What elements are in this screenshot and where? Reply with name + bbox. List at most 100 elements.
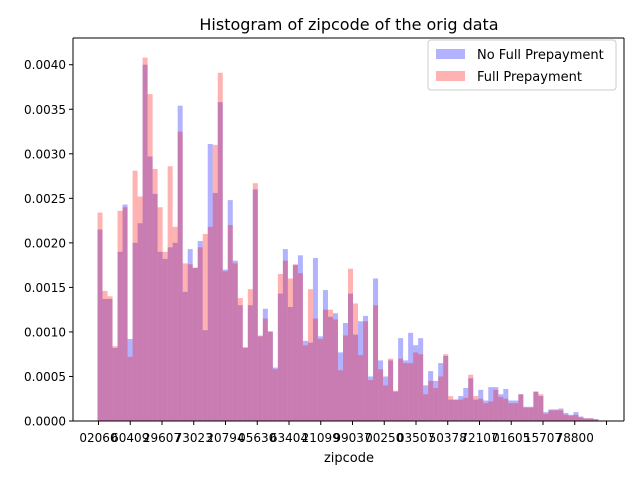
- bar-series-1-bin-79: [493, 389, 499, 421]
- bar-series-0-bin-93: [563, 412, 569, 421]
- bar-series-1-bin-84: [518, 394, 524, 421]
- bar-series-1-bin-61: [403, 363, 409, 421]
- bar-series-1-bin-62: [408, 363, 414, 421]
- bar-series-1-bin-42: [307, 289, 313, 421]
- bar-series-0-bin-37: [282, 249, 288, 421]
- legend-swatch-no-full-prepayment: [436, 49, 465, 59]
- bar-series-1-bin-30: [247, 289, 253, 421]
- bar-series-0-bin-60: [398, 338, 404, 421]
- bar-series-0-bin-59: [393, 391, 399, 421]
- bar-series-1-bin-51: [353, 303, 359, 421]
- bar-series-0-bin-28: [237, 305, 243, 421]
- bar-series-1-bin-59: [393, 390, 399, 421]
- bar-series-0-bin-72: [458, 396, 464, 421]
- bar-series-1-bin-95: [573, 414, 579, 421]
- bar-series-1-bin-7: [132, 170, 138, 421]
- bar-series-1-bin-12: [157, 207, 163, 421]
- bar-series-0-bin-5: [122, 204, 128, 421]
- bar-series-0-bin-88: [538, 396, 544, 421]
- bar-series-1-bin-14: [167, 166, 173, 421]
- bar-series-1-bin-0: [97, 212, 103, 421]
- bar-series-1-bin-33: [262, 318, 268, 421]
- bar-series-1-bin-16: [177, 131, 183, 421]
- bar-series-0-bin-82: [508, 400, 514, 421]
- bar-series-1-bin-64: [418, 354, 424, 421]
- x-tick-label-13: 01605: [492, 431, 530, 445]
- bar-series-1-bin-73: [463, 397, 469, 421]
- bar-series-1-bin-28: [237, 298, 243, 421]
- bar-series-0-bin-19: [192, 267, 198, 421]
- bar-series-1-bin-18: [187, 264, 193, 421]
- x-tick-label-4: 20794: [206, 431, 244, 445]
- bar-series-0-bin-23: [212, 192, 218, 421]
- bar-series-0-bin-87: [533, 391, 539, 421]
- bar-series-1-bin-15: [172, 226, 178, 421]
- bar-series-1-bin-89: [543, 413, 549, 421]
- bars-layer: [97, 57, 599, 422]
- x-tick-label-0: 02060: [79, 431, 117, 445]
- bar-series-0-bin-71: [453, 399, 459, 421]
- bar-series-0-bin-95: [573, 412, 579, 421]
- bar-series-0-bin-7: [132, 242, 138, 421]
- bar-series-0-bin-3: [112, 347, 118, 421]
- bar-series-0-bin-94: [568, 414, 574, 421]
- bar-series-0-bin-44: [317, 336, 323, 421]
- bar-series-0-bin-68: [438, 363, 444, 421]
- bar-series-0-bin-97: [583, 418, 589, 421]
- bar-series-0-bin-42: [307, 342, 313, 421]
- bar-series-1-bin-86: [528, 407, 534, 421]
- bar-series-1-bin-60: [398, 358, 404, 421]
- bar-series-0-bin-25: [222, 269, 228, 421]
- x-tick-label-11: 50378: [429, 431, 467, 445]
- bar-series-1-bin-27: [232, 263, 238, 421]
- bar-series-1-bin-70: [448, 396, 454, 421]
- bar-series-0-bin-18: [187, 249, 193, 421]
- bar-series-0-bin-22: [207, 143, 213, 422]
- bar-series-0-bin-35: [272, 367, 278, 421]
- bar-series-1-bin-93: [563, 414, 569, 421]
- bar-series-0-bin-2: [107, 298, 113, 421]
- bar-series-1-bin-96: [578, 417, 584, 421]
- bar-series-1-bin-74: [468, 374, 474, 421]
- bar-series-1-bin-35: [272, 369, 278, 421]
- bar-series-1-bin-56: [378, 369, 384, 421]
- bar-series-0-bin-13: [162, 258, 168, 421]
- bar-series-1-bin-24: [217, 72, 223, 422]
- y-tick-label-2: 0.0010: [24, 325, 66, 339]
- bar-series-0-bin-20: [197, 241, 203, 421]
- bar-series-0-bin-63: [413, 345, 419, 421]
- bar-series-1-bin-67: [433, 388, 439, 421]
- bar-series-0-bin-53: [363, 315, 369, 421]
- bar-series-1-bin-94: [568, 415, 574, 421]
- bar-series-0-bin-1: [102, 298, 108, 421]
- bar-series-1-bin-69: [443, 354, 449, 421]
- bar-series-0-bin-48: [337, 352, 343, 421]
- bar-series-1-bin-5: [122, 207, 128, 421]
- bar-series-1-bin-17: [182, 263, 188, 421]
- bar-series-0-bin-30: [247, 305, 253, 421]
- bar-series-0-bin-66: [428, 371, 434, 421]
- bar-series-0-bin-81: [503, 388, 509, 421]
- bar-series-0-bin-70: [448, 399, 454, 421]
- bar-series-1-bin-55: [373, 305, 379, 421]
- bar-series-0-bin-38: [287, 306, 293, 421]
- bar-series-0-bin-74: [468, 378, 474, 421]
- bar-series-1-bin-32: [257, 335, 263, 421]
- chart-title: Histogram of zipcode of the orig data: [199, 15, 498, 34]
- bar-series-0-bin-67: [433, 380, 439, 421]
- bar-series-1-bin-6: [127, 356, 133, 421]
- bar-series-1-bin-92: [558, 410, 564, 421]
- bar-series-1-bin-9: [142, 57, 148, 421]
- bar-series-0-bin-78: [488, 387, 494, 421]
- bar-series-0-bin-83: [513, 400, 519, 421]
- x-tick-label-8: 99037: [333, 431, 371, 445]
- bar-series-0-bin-15: [172, 242, 178, 421]
- bar-series-1-bin-23: [212, 144, 218, 421]
- bar-series-0-bin-54: [368, 376, 374, 421]
- bar-series-0-bin-46: [327, 316, 333, 421]
- bar-series-0-bin-49: [342, 323, 348, 421]
- bar-series-1-bin-40: [297, 273, 303, 421]
- bar-series-1-bin-48: [337, 370, 343, 421]
- bar-series-0-bin-96: [578, 416, 584, 421]
- x-tick-label-14: 15707: [524, 431, 562, 445]
